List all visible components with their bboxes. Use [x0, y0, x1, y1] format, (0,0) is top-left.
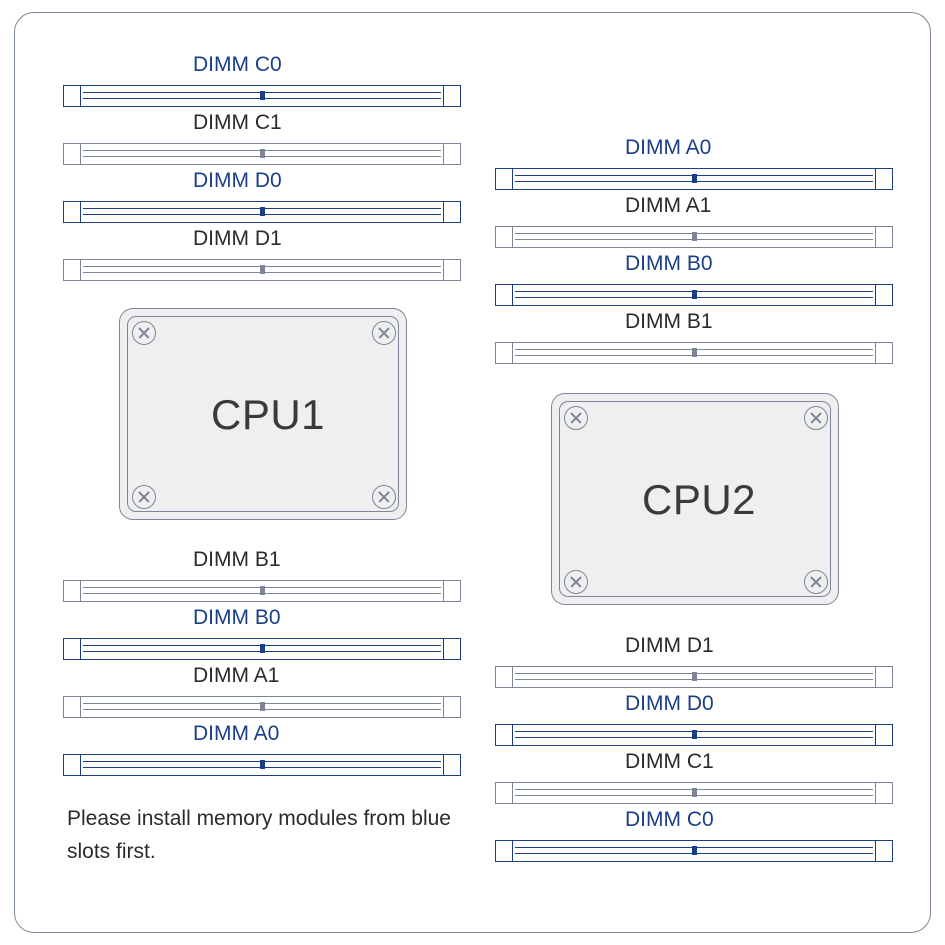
dimm-slot-cpu1-a1 — [63, 696, 461, 718]
dimm-slot-cpu2-a1 — [495, 226, 893, 248]
diagram-canvas: DIMM C0 DIMM C1 DIMM D0 DIMM D1 DIMM B1 DIMM … — [14, 12, 931, 933]
dimm-slot-cpu2-c1 — [495, 782, 893, 804]
screw-icon — [564, 570, 588, 594]
dimm-slot-cpu1-b0 — [63, 638, 461, 660]
screw-icon — [132, 485, 156, 509]
screw-icon — [372, 321, 396, 345]
cpu-label-cpu2: CPU2 — [642, 476, 756, 524]
dimm-slot-cpu1-d1 — [63, 259, 461, 281]
dimm-label-cpu2-c0: DIMM C0 — [625, 808, 714, 832]
dimm-slot-cpu2-b1 — [495, 342, 893, 364]
dimm-slot-cpu1-d0 — [63, 201, 461, 223]
note-line: slots first. — [67, 836, 451, 869]
dimm-label-cpu1-a1: DIMM A1 — [193, 664, 279, 688]
cpu-label-cpu1: CPU1 — [211, 391, 325, 439]
dimm-label-cpu2-d0: DIMM D0 — [625, 692, 714, 716]
dimm-label-cpu1-b0: DIMM B0 — [193, 606, 281, 630]
dimm-slot-cpu1-b1 — [63, 580, 461, 602]
dimm-slot-cpu2-d0 — [495, 724, 893, 746]
dimm-label-cpu1-a0: DIMM A0 — [193, 722, 279, 746]
screw-icon — [372, 485, 396, 509]
dimm-label-cpu2-a0: DIMM A0 — [625, 136, 711, 160]
screw-icon — [564, 406, 588, 430]
dimm-slot-cpu1-c0 — [63, 85, 461, 107]
dimm-label-cpu1-c0: DIMM C0 — [193, 53, 282, 77]
dimm-label-cpu2-b1: DIMM B1 — [625, 310, 713, 334]
dimm-label-cpu2-c1: DIMM C1 — [625, 750, 714, 774]
dimm-label-cpu1-c1: DIMM C1 — [193, 111, 282, 135]
dimm-slot-cpu2-d1 — [495, 666, 893, 688]
dimm-slot-cpu2-b0 — [495, 284, 893, 306]
screw-icon — [132, 321, 156, 345]
dimm-label-cpu2-a1: DIMM A1 — [625, 194, 711, 218]
dimm-slot-cpu2-c0 — [495, 840, 893, 862]
dimm-slot-cpu1-c1 — [63, 143, 461, 165]
dimm-label-cpu2-b0: DIMM B0 — [625, 252, 713, 276]
screw-icon — [804, 570, 828, 594]
dimm-label-cpu1-d0: DIMM D0 — [193, 169, 282, 193]
dimm-slot-cpu1-a0 — [63, 754, 461, 776]
installation-note: Please install memory modules from blues… — [67, 803, 451, 868]
dimm-label-cpu1-b1: DIMM B1 — [193, 548, 281, 572]
screw-icon — [804, 406, 828, 430]
dimm-slot-cpu2-a0 — [495, 168, 893, 190]
dimm-label-cpu1-d1: DIMM D1 — [193, 227, 282, 251]
note-line: Please install memory modules from blue — [67, 803, 451, 836]
dimm-label-cpu2-d1: DIMM D1 — [625, 634, 714, 658]
